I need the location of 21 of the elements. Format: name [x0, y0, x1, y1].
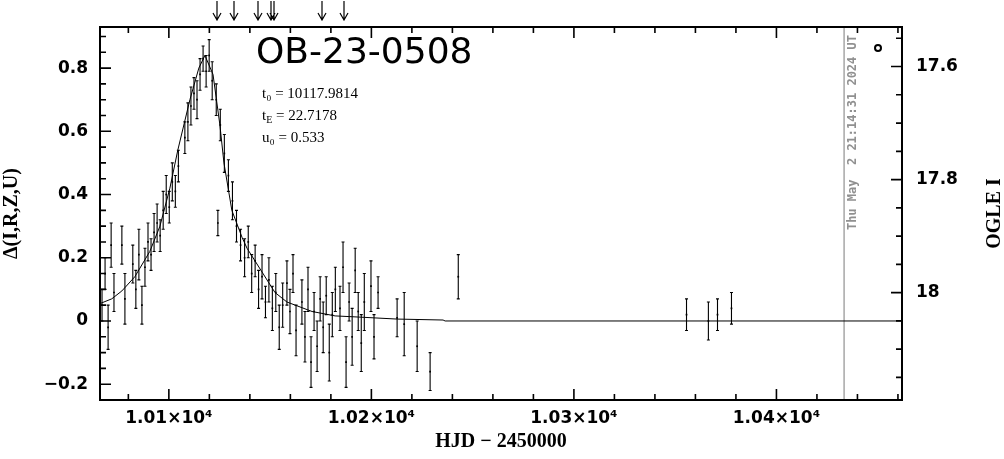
x-tick-label: 1.02×10⁴ [327, 406, 416, 427]
x-tick-label: 1.03×10⁴ [530, 406, 618, 427]
y2-axis-title: OGLE I [982, 178, 1004, 249]
y-tick-label: 0.2 [57, 246, 88, 267]
y-axis-title: Δ(I,R,Z,U) [0, 168, 23, 259]
x-axis-title: HJD − 2450000 [435, 429, 567, 452]
y2-tick-label: 17.6 [916, 54, 958, 75]
y-tick-label: 0.4 [57, 182, 89, 203]
x-tick-label: 1.04×10⁴ [732, 406, 821, 427]
annotation: t$_{E}$ = 22.7178 [262, 106, 337, 125]
chart-title: OB-23-0508 [256, 30, 473, 71]
y2-tick-label: 17.8 [916, 168, 958, 189]
y-tick-label: −0.2 [43, 372, 88, 393]
y-tick-label: 0.8 [57, 56, 88, 77]
annotation: t₀ = 10117.9814 [262, 84, 359, 102]
y2-tick-label: 18 [916, 281, 940, 302]
annotation: Thu May 2 21:14:31 2024 UT [845, 35, 860, 231]
y-tick-label: 0.6 [57, 119, 88, 140]
x-tick-label: 1.01×10⁴ [125, 406, 213, 427]
annotation: u₀ = 0.533 [262, 128, 325, 146]
y-tick-label: 0 [76, 309, 89, 330]
